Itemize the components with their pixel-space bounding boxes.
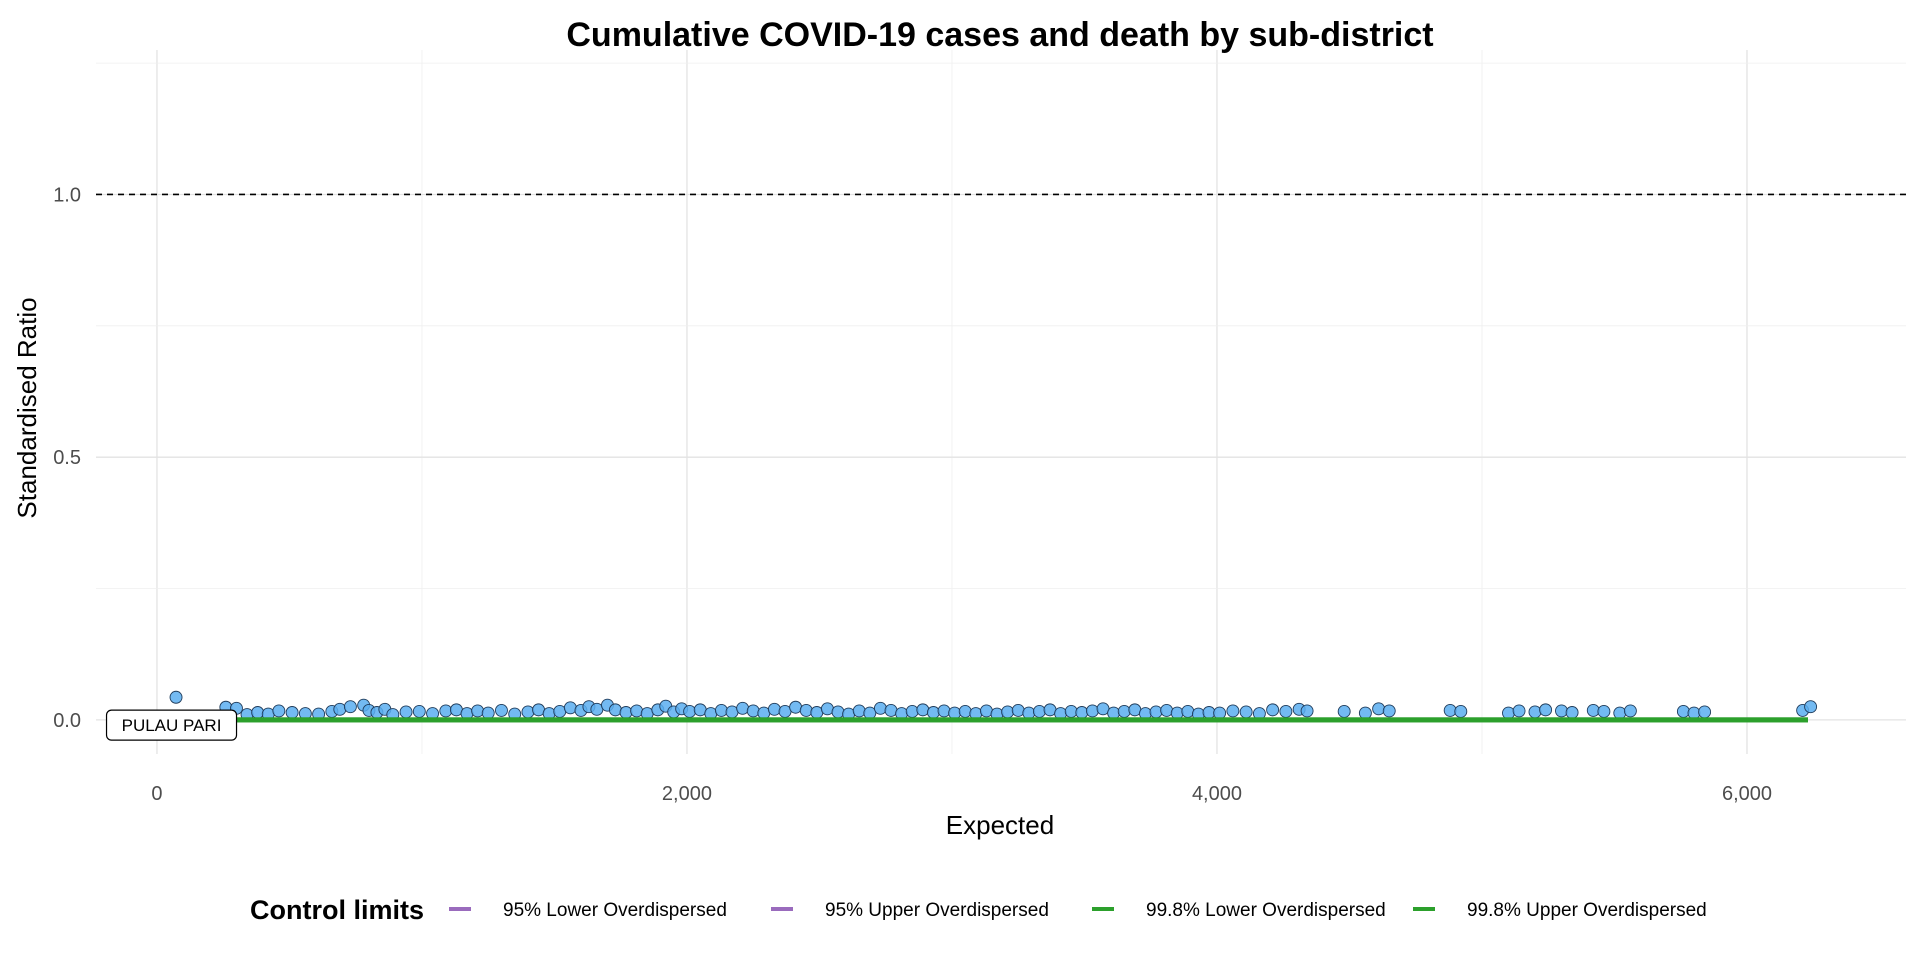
x-tick-label: 0 [151,783,162,805]
data-point [1300,704,1314,718]
data-point [412,704,426,718]
data-point [1001,705,1015,719]
data-point [884,703,898,717]
data-point [852,704,866,718]
data-point [767,702,781,716]
data-point [608,703,622,717]
data-point [1804,700,1818,714]
data-point [563,701,577,715]
y-axis-title: Standardised Ratio [12,297,42,518]
y-tick-label: 1.0 [53,184,81,206]
data-point [1337,704,1351,718]
data-point [979,704,993,718]
legend-label: 99.8% Upper Overdispersed [1467,900,1707,921]
data-point [905,704,919,718]
x-tick-label: 6,000 [1722,783,1772,805]
data-point [1382,704,1396,718]
data-point [736,701,750,715]
data-point [521,705,535,719]
x-axis: 0 2,000 4,000 6,000 [151,783,1772,805]
annotations: PULAU PARI [105,709,238,741]
data-point [1170,706,1184,720]
data-point [1454,704,1468,718]
data-point [937,704,951,718]
data-point [789,700,803,714]
data-point [1160,703,1174,717]
x-tick-label: 4,000 [1192,783,1242,805]
data-point [1279,704,1293,718]
data-point [1358,706,1372,720]
data-point [343,700,357,714]
data-point [926,706,940,719]
data-point [619,706,633,719]
data-point [1676,704,1690,718]
data-point [1539,703,1553,717]
data-point [1075,706,1089,719]
data-point [1266,703,1280,717]
data-point [1022,706,1036,720]
data-point [471,704,485,718]
data-point [1443,703,1457,717]
data-point [333,702,347,716]
data-point [495,703,508,717]
data-point [1623,704,1637,718]
data-point [1586,703,1600,717]
data-point [1698,705,1712,719]
data-point [439,704,453,718]
legend-label: 95% Upper Overdispersed [825,900,1049,921]
y-axis: 0.0 0.5 1.0 [53,184,81,731]
data-point [1226,704,1240,718]
data-point [799,703,813,717]
legend-label: 95% Lower Overdispersed [503,900,727,921]
data-point [1597,704,1611,718]
data-point [958,704,972,718]
data-point [1528,705,1542,719]
data-point [714,703,728,717]
data-point [1372,702,1386,716]
annotation-label: PULAU PARI [122,716,222,735]
y-tick-label: 0.0 [53,710,81,732]
chart-title: Cumulative COVID-19 cases and death by s… [566,16,1433,54]
data-point [285,706,299,719]
data-point [1032,704,1046,718]
legend: Control limits 95% Lower Overdispersed 95… [250,895,1707,925]
data-point [481,706,495,720]
legend-title: Control limits [250,895,424,925]
data-point [683,704,697,718]
data-point [1502,706,1515,720]
legend-label: 99.8% Lower Overdispersed [1146,900,1386,921]
data-point [1613,706,1627,720]
data-point [873,701,887,715]
data-point [272,704,286,718]
data-point [1149,705,1163,719]
data-point [820,702,834,716]
y-tick-label: 0.5 [53,447,81,469]
data-point [630,704,644,718]
data-point [1085,704,1099,718]
annotation-box [105,709,238,741]
data-point [916,703,930,717]
x-axis-title: Expected [946,810,1054,840]
data-point [1011,703,1025,717]
x-tick-label: 2,000 [662,783,712,805]
data-point [746,704,760,718]
data-point [1107,706,1121,720]
data-point [169,690,183,704]
data-point [831,705,845,719]
data-point [1213,706,1227,720]
data-point [399,705,413,719]
data-point [1117,704,1131,718]
data-point [251,706,265,719]
data-point [1565,706,1579,719]
data-point [1064,704,1078,718]
data-point [1181,704,1195,718]
data-point [1239,705,1253,719]
data-point [948,706,962,720]
data-point [1512,704,1526,718]
data-point [1687,706,1701,720]
data-points [169,690,1818,722]
data-point [1555,704,1568,718]
